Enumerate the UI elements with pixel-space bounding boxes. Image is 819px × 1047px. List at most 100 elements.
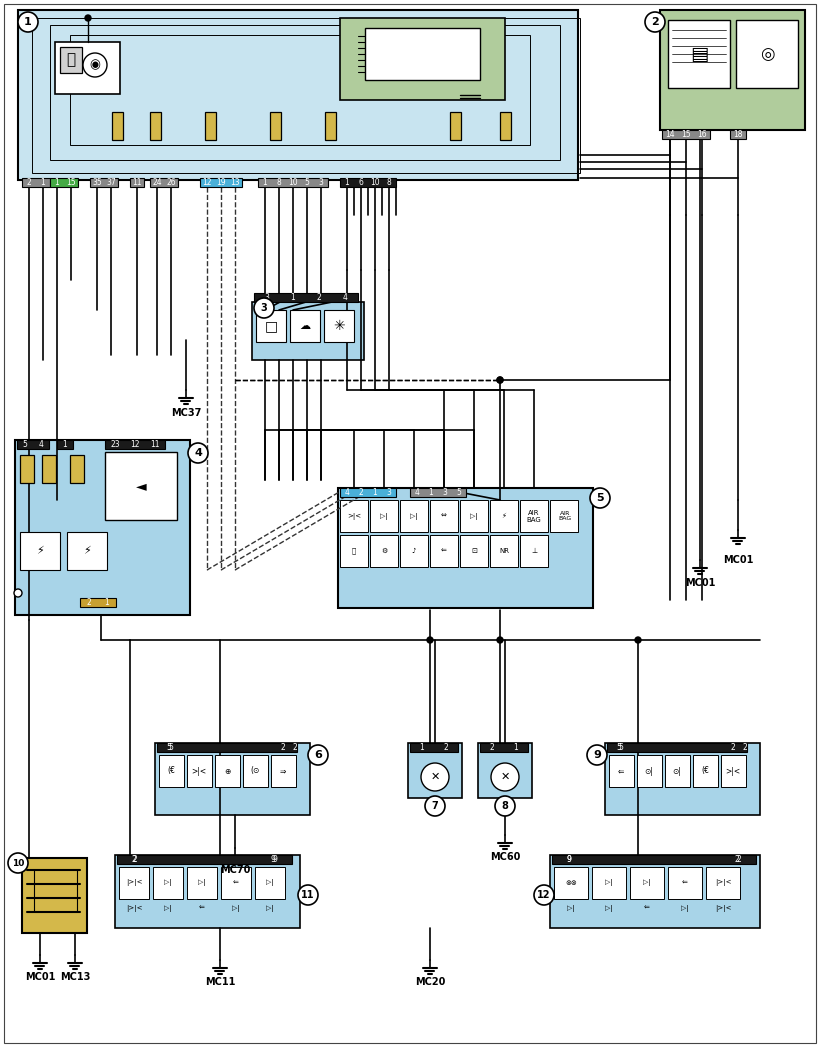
Text: |>|<: |>|< <box>125 879 142 887</box>
Text: □: □ <box>264 319 277 333</box>
Text: ⇐: ⇐ <box>233 879 238 886</box>
Text: ▷|: ▷| <box>232 905 240 912</box>
Text: 2: 2 <box>730 743 735 752</box>
Bar <box>22 857 87 933</box>
Bar <box>80 598 115 607</box>
Text: 23: 23 <box>110 440 120 449</box>
Bar <box>692 755 717 787</box>
Bar <box>340 488 396 497</box>
Bar <box>664 755 689 787</box>
Text: ◎: ◎ <box>759 45 773 63</box>
Bar <box>340 535 368 567</box>
Text: 2: 2 <box>358 488 363 497</box>
Text: ⚡: ⚡ <box>36 545 44 556</box>
Text: 1: 1 <box>513 743 518 752</box>
Text: 🌀: 🌀 <box>351 548 355 554</box>
Bar <box>119 867 149 899</box>
Text: (€: (€ <box>167 766 174 776</box>
Bar <box>55 42 120 94</box>
Circle shape <box>427 637 432 643</box>
Circle shape <box>420 763 449 790</box>
Text: 2: 2 <box>26 178 31 187</box>
Text: 1: 1 <box>290 293 295 302</box>
Bar <box>369 500 397 532</box>
Text: ⇔: ⇔ <box>441 513 446 519</box>
Text: 15: 15 <box>66 178 75 187</box>
Text: ▤: ▤ <box>689 45 708 64</box>
Text: 3: 3 <box>260 303 267 313</box>
Text: 1: 1 <box>262 178 267 187</box>
Text: 8: 8 <box>276 178 281 187</box>
Bar <box>205 112 215 140</box>
Text: ⇐: ⇐ <box>199 905 205 911</box>
Text: ▷|: ▷| <box>380 512 387 519</box>
Circle shape <box>188 443 208 463</box>
Bar <box>369 535 397 567</box>
Text: MC20: MC20 <box>414 977 445 987</box>
Text: 12: 12 <box>536 890 550 900</box>
Text: ▷|: ▷| <box>198 879 206 887</box>
Text: NR: NR <box>499 548 509 554</box>
Text: 14: 14 <box>664 130 674 139</box>
Text: ⊥: ⊥ <box>530 548 536 554</box>
Bar <box>90 178 118 187</box>
Text: MC11: MC11 <box>205 977 235 987</box>
Text: ▷|: ▷| <box>604 879 612 887</box>
Text: 5: 5 <box>166 743 171 752</box>
Text: ⊡: ⊡ <box>470 548 477 554</box>
Bar <box>269 112 281 140</box>
Text: 2: 2 <box>443 743 448 752</box>
Text: 16: 16 <box>696 130 706 139</box>
Bar <box>410 743 458 752</box>
Bar <box>591 867 625 899</box>
Circle shape <box>586 745 606 765</box>
Bar <box>22 178 50 187</box>
Text: 11: 11 <box>301 890 314 900</box>
Text: 5: 5 <box>169 743 174 752</box>
Text: (€: (€ <box>700 766 708 776</box>
Text: MC01: MC01 <box>684 578 714 588</box>
Circle shape <box>491 763 518 790</box>
Text: 2: 2 <box>735 855 740 864</box>
Bar <box>57 440 73 449</box>
Bar <box>130 178 144 187</box>
Text: 3: 3 <box>318 178 323 187</box>
Text: ▷|: ▷| <box>642 879 650 887</box>
Bar <box>32 18 579 173</box>
Bar <box>459 535 487 567</box>
Bar <box>720 755 745 787</box>
Text: ▷|: ▷| <box>164 879 172 887</box>
Bar <box>551 855 755 864</box>
Text: |>|<: |>|< <box>125 905 142 912</box>
Text: ◄: ◄ <box>135 478 146 493</box>
Text: 6: 6 <box>314 750 322 760</box>
Bar <box>636 755 661 787</box>
Bar <box>490 500 518 532</box>
Text: ⊙|: ⊙| <box>672 766 681 776</box>
Text: 5: 5 <box>595 493 603 503</box>
Bar <box>629 867 663 899</box>
Text: 5: 5 <box>23 440 27 449</box>
Text: ☁: ☁ <box>299 321 310 331</box>
Bar <box>258 178 328 187</box>
Circle shape <box>308 745 328 765</box>
Bar <box>115 855 300 928</box>
Text: ⏻: ⏻ <box>66 52 75 67</box>
Text: ⊗⊗: ⊗⊗ <box>564 879 577 886</box>
Text: 5: 5 <box>304 178 309 187</box>
Bar <box>324 112 336 140</box>
Text: ⇐: ⇐ <box>441 548 446 554</box>
Text: 13: 13 <box>230 178 239 187</box>
Bar <box>667 20 729 88</box>
Text: 1: 1 <box>372 488 377 497</box>
Text: 1: 1 <box>105 598 109 607</box>
Bar <box>290 310 319 342</box>
Text: ⇒: ⇒ <box>279 766 286 776</box>
Text: 1: 1 <box>41 178 45 187</box>
Text: 2: 2 <box>87 598 91 607</box>
Bar <box>242 755 268 787</box>
Text: 1: 1 <box>62 440 67 449</box>
Bar <box>340 178 396 187</box>
Bar <box>20 532 60 570</box>
Text: 2: 2 <box>132 855 136 864</box>
